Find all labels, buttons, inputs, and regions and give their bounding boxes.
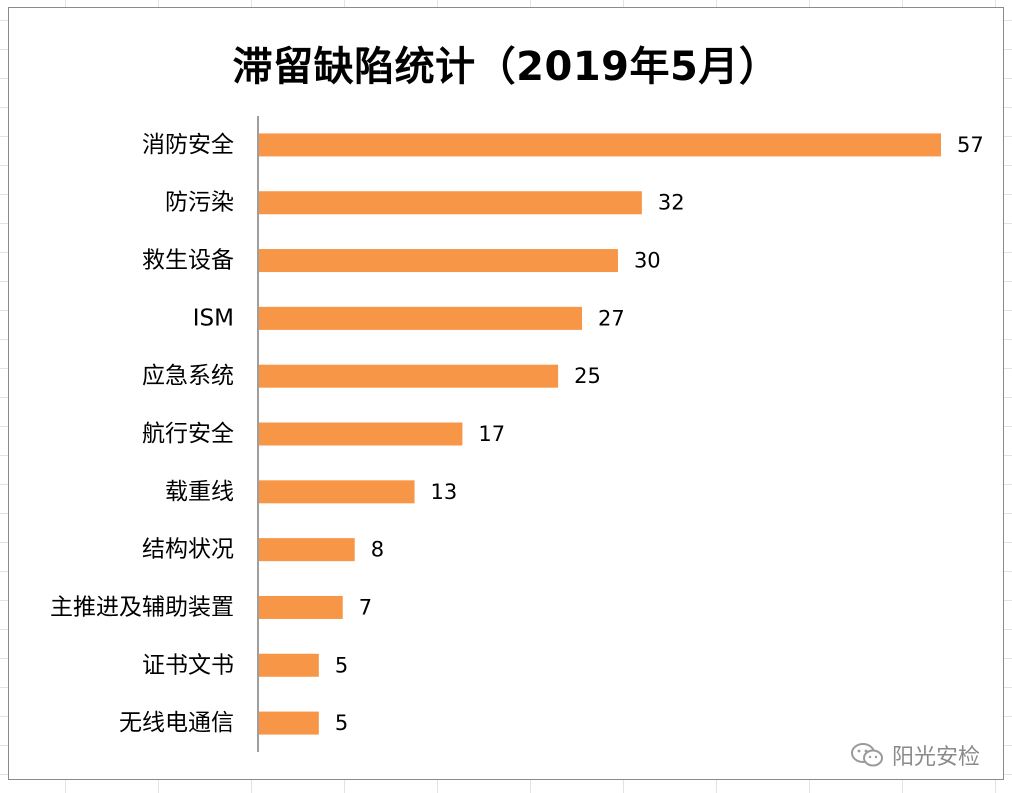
data-label: 27	[598, 306, 625, 330]
category-label: 载重线	[165, 479, 234, 505]
bar-4	[259, 364, 559, 388]
data-label: 5	[335, 653, 348, 677]
bar-3	[259, 306, 583, 330]
watermark: 阳光安检	[850, 739, 980, 771]
data-label: 7	[359, 595, 372, 619]
chart-title: 滞留缺陷统计（2019年5月）	[232, 44, 780, 90]
category-label: 航行安全	[142, 421, 234, 447]
data-label: 32	[658, 191, 685, 215]
bar-5	[259, 422, 463, 446]
category-label: 证书文书	[142, 652, 234, 678]
category-label: 防污染	[165, 190, 234, 216]
category-label: ISM	[193, 305, 234, 331]
data-label: 8	[371, 538, 384, 562]
bar-6	[259, 480, 415, 504]
category-label: 应急系统	[142, 363, 234, 389]
category-label: 结构状况	[142, 537, 234, 563]
data-label: 25	[574, 364, 601, 388]
data-label: 13	[431, 480, 458, 504]
bar-7	[259, 538, 355, 562]
category-label: 救生设备	[142, 248, 234, 274]
bar-0	[259, 133, 941, 157]
category-label: 主推进及辅助装置	[50, 594, 234, 620]
bar-2	[259, 249, 618, 273]
category-label: 无线电通信	[119, 710, 234, 736]
bar-8	[259, 595, 343, 619]
data-label: 57	[957, 133, 984, 157]
bar-9	[259, 653, 319, 677]
data-label: 5	[335, 711, 348, 735]
bar-1	[259, 191, 642, 215]
data-label: 30	[634, 249, 661, 273]
wechat-icon	[850, 743, 883, 767]
category-label: 消防安全	[142, 132, 234, 158]
bar-10	[259, 711, 319, 735]
data-label: 17	[478, 422, 505, 446]
watermark-text: 阳光安检	[891, 745, 980, 770]
